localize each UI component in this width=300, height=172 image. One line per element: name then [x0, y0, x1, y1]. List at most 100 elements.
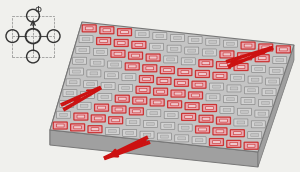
FancyBboxPatch shape — [181, 71, 189, 74]
FancyBboxPatch shape — [103, 29, 111, 32]
FancyBboxPatch shape — [199, 128, 206, 131]
FancyBboxPatch shape — [223, 108, 231, 111]
FancyBboxPatch shape — [188, 105, 196, 108]
FancyBboxPatch shape — [128, 52, 142, 59]
FancyBboxPatch shape — [79, 36, 93, 43]
FancyBboxPatch shape — [114, 52, 122, 55]
FancyBboxPatch shape — [69, 81, 77, 84]
FancyBboxPatch shape — [266, 78, 280, 85]
FancyBboxPatch shape — [220, 119, 227, 122]
FancyBboxPatch shape — [206, 51, 213, 54]
FancyBboxPatch shape — [146, 67, 154, 70]
FancyBboxPatch shape — [142, 78, 150, 80]
FancyBboxPatch shape — [80, 92, 94, 99]
FancyBboxPatch shape — [226, 42, 234, 45]
FancyBboxPatch shape — [60, 113, 68, 116]
FancyBboxPatch shape — [209, 139, 224, 146]
FancyBboxPatch shape — [212, 141, 220, 144]
FancyBboxPatch shape — [126, 119, 140, 126]
FancyBboxPatch shape — [220, 106, 234, 113]
FancyBboxPatch shape — [164, 112, 178, 119]
FancyBboxPatch shape — [117, 41, 125, 44]
FancyBboxPatch shape — [241, 55, 248, 58]
FancyBboxPatch shape — [220, 64, 227, 67]
FancyBboxPatch shape — [181, 58, 195, 65]
FancyBboxPatch shape — [73, 70, 80, 73]
FancyBboxPatch shape — [276, 59, 284, 62]
FancyBboxPatch shape — [238, 53, 252, 60]
FancyBboxPatch shape — [175, 135, 189, 142]
FancyBboxPatch shape — [196, 126, 210, 133]
FancyBboxPatch shape — [157, 90, 164, 93]
FancyBboxPatch shape — [237, 66, 245, 68]
FancyBboxPatch shape — [53, 122, 67, 129]
FancyBboxPatch shape — [104, 72, 118, 79]
FancyBboxPatch shape — [158, 133, 171, 140]
FancyBboxPatch shape — [233, 132, 241, 135]
FancyBboxPatch shape — [112, 119, 119, 122]
FancyBboxPatch shape — [255, 110, 269, 117]
FancyBboxPatch shape — [269, 80, 277, 83]
FancyBboxPatch shape — [234, 63, 248, 71]
FancyBboxPatch shape — [164, 56, 178, 63]
FancyBboxPatch shape — [136, 86, 150, 93]
FancyBboxPatch shape — [83, 94, 91, 96]
FancyBboxPatch shape — [241, 98, 255, 105]
Polygon shape — [50, 22, 82, 145]
FancyBboxPatch shape — [100, 27, 114, 34]
FancyBboxPatch shape — [195, 139, 203, 142]
FancyBboxPatch shape — [234, 119, 248, 126]
FancyBboxPatch shape — [82, 25, 96, 32]
FancyBboxPatch shape — [101, 95, 109, 98]
FancyBboxPatch shape — [149, 43, 164, 50]
FancyBboxPatch shape — [244, 100, 252, 103]
Polygon shape — [50, 22, 294, 152]
FancyBboxPatch shape — [63, 90, 77, 97]
FancyBboxPatch shape — [82, 38, 90, 41]
FancyBboxPatch shape — [226, 98, 234, 101]
FancyBboxPatch shape — [146, 122, 154, 125]
Text: $\Phi$: $\Phi$ — [34, 4, 43, 15]
FancyBboxPatch shape — [111, 63, 119, 66]
FancyBboxPatch shape — [98, 93, 112, 100]
FancyBboxPatch shape — [114, 39, 128, 46]
FancyBboxPatch shape — [108, 61, 122, 68]
FancyBboxPatch shape — [248, 132, 262, 138]
FancyBboxPatch shape — [237, 121, 245, 124]
FancyBboxPatch shape — [77, 102, 91, 109]
FancyBboxPatch shape — [118, 84, 133, 92]
FancyBboxPatch shape — [76, 59, 83, 62]
FancyBboxPatch shape — [90, 72, 98, 75]
FancyBboxPatch shape — [90, 59, 104, 66]
FancyBboxPatch shape — [191, 38, 199, 41]
FancyBboxPatch shape — [199, 60, 213, 67]
FancyBboxPatch shape — [217, 117, 230, 124]
FancyBboxPatch shape — [258, 57, 266, 60]
FancyBboxPatch shape — [121, 31, 128, 34]
FancyBboxPatch shape — [255, 67, 262, 70]
FancyBboxPatch shape — [94, 117, 102, 120]
FancyBboxPatch shape — [101, 83, 115, 90]
FancyBboxPatch shape — [255, 55, 269, 62]
Polygon shape — [50, 130, 258, 167]
FancyBboxPatch shape — [66, 79, 80, 86]
FancyBboxPatch shape — [115, 95, 129, 102]
FancyBboxPatch shape — [60, 100, 74, 108]
FancyBboxPatch shape — [244, 87, 259, 94]
FancyBboxPatch shape — [77, 115, 85, 118]
FancyBboxPatch shape — [182, 113, 196, 120]
FancyBboxPatch shape — [140, 76, 153, 83]
FancyBboxPatch shape — [150, 99, 164, 106]
FancyBboxPatch shape — [94, 104, 109, 111]
FancyBboxPatch shape — [202, 49, 216, 56]
FancyBboxPatch shape — [188, 92, 203, 99]
FancyBboxPatch shape — [262, 101, 269, 104]
FancyBboxPatch shape — [157, 77, 171, 84]
FancyBboxPatch shape — [254, 123, 262, 126]
FancyBboxPatch shape — [199, 115, 213, 122]
FancyBboxPatch shape — [143, 65, 157, 72]
FancyBboxPatch shape — [111, 50, 125, 57]
FancyBboxPatch shape — [244, 142, 258, 149]
FancyBboxPatch shape — [153, 45, 160, 48]
FancyBboxPatch shape — [93, 61, 101, 64]
